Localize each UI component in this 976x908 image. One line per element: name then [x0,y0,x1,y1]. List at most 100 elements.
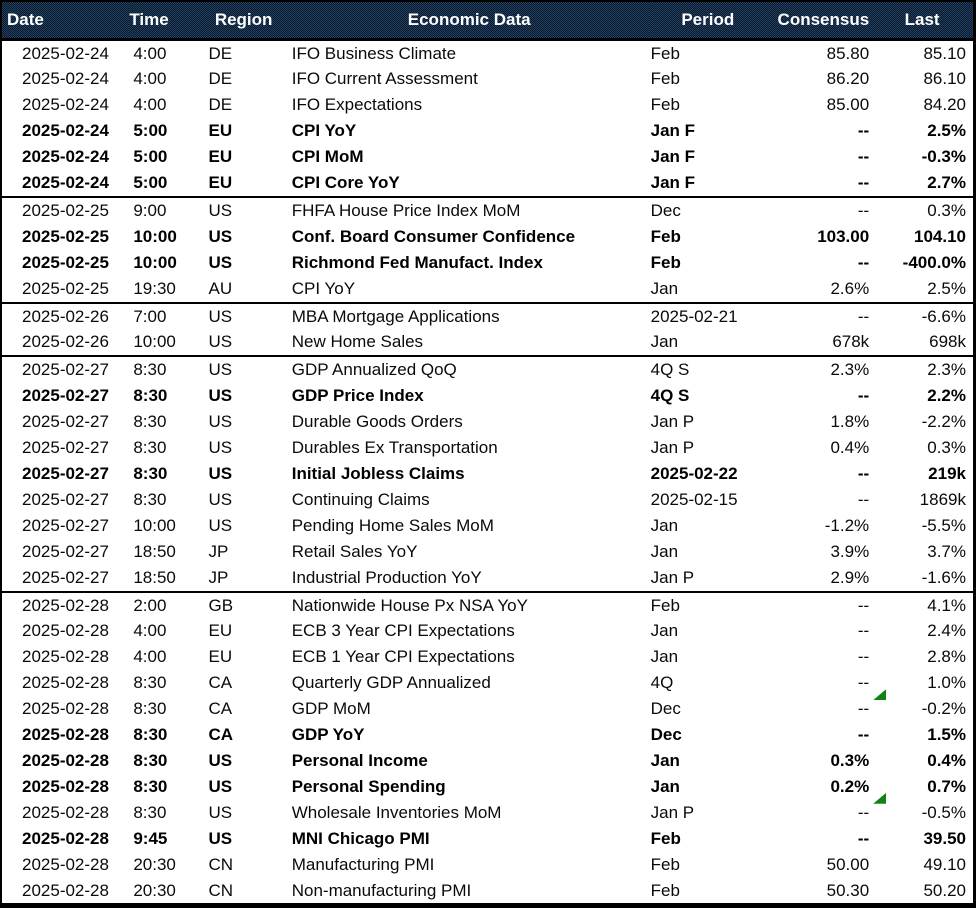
consensus-cell: -- [767,670,871,696]
consensus-cell: 0.4% [767,435,871,461]
column-header-last[interactable]: Last [871,1,975,41]
event-cell: ECB 1 Year CPI Expectations [291,647,515,667]
event-cell: ECB 3 Year CPI Expectations [291,621,515,641]
event-cell: Durable Goods Orders [291,412,463,432]
table-row[interactable]: 2025-02-27 8:30 US Continuing Claims 2025-02… [1,487,975,513]
table-row[interactable]: 2025-02-24 5:00 EU CPI YoY Jan F -- 2.5% [1,118,975,144]
consensus-value: -- [857,489,870,509]
region-cell: GB [207,590,290,619]
last-cell: 1.5% [927,725,966,745]
table-row[interactable]: 2025-02-26 10:00 US New Home Sales Jan 678k 69… [1,329,975,356]
last-cell: 2.7% [927,173,966,193]
table-row[interactable]: 2025-02-28 8:30 US Personal Spending Jan 0.2%… [1,774,975,800]
time-cell: 8:30 [133,489,167,509]
last-cell: -2.2% [921,412,966,432]
period-cell: Jan [650,776,680,796]
column-header-period[interactable]: Period [648,1,767,41]
last-cell: 219k [928,464,966,483]
table-row[interactable]: 2025-02-28 2:00 GB Nationwide House Px NSA … [1,590,975,619]
table-row[interactable]: 2025-02-27 8:30 US Durable Goods Orders Jan … [1,409,975,435]
date-cell: 2025-02-24 [22,121,109,141]
last-cell: 2.4% [927,621,966,641]
consensus-cell: -- [767,644,871,670]
table-row[interactable]: 2025-02-24 4:00 DE IFO Current Assessment Fe… [1,66,975,92]
table-row[interactable]: 2025-02-27 8:30 US Initial Jobless Claims 20… [1,461,975,487]
date-cell: 2025-02-27 [22,386,109,406]
table-row[interactable]: 2025-02-28 4:00 EU ECB 3 Year CPI Expectati… [1,618,975,644]
consensus-value: 103.00 [817,226,870,246]
table-row[interactable]: 2025-02-28 20:30 CN Non-manufacturing PMI Fe… [1,878,975,906]
consensus-cell: 0.3% [767,748,871,774]
column-header-time[interactable]: Time [129,1,208,41]
date-cell: 2025-02-27 [22,567,109,587]
consensus-value: 678k [832,332,870,352]
column-header-region[interactable]: Region [207,1,290,41]
last-cell: -400.0% [902,252,966,272]
date-cell: 2025-02-28 [22,699,109,719]
table-row[interactable]: 2025-02-25 9:00 US FHFA House Price Index M… [1,195,975,224]
time-cell: 9:45 [133,828,168,848]
column-header-date[interactable]: Date [1,1,130,41]
table-row[interactable]: 2025-02-28 4:00 EU ECB 1 Year CPI Expectati… [1,644,975,670]
time-cell: 20:30 [133,854,176,874]
event-cell: Pending Home Sales MoM [291,515,494,535]
table-row[interactable]: 2025-02-27 8:30 US GDP Price Index 4Q S -- 2.2… [1,383,975,409]
table-row[interactable]: 2025-02-27 18:50 JP Retail Sales YoY Jan 3.9%… [1,539,975,565]
table-row[interactable]: 2025-02-28 8:30 US Wholesale Inventories Mo… [1,792,975,826]
region-cell: US [208,252,233,272]
period-cell: Jan F [650,147,696,167]
table-row[interactable]: 2025-02-24 4:00 DE IFO Expectations Feb 85.00… [1,92,975,118]
consensus-value: 50.30 [826,880,870,900]
consensus-value: 3.9% [830,541,870,561]
date-cell: 2025-02-27 [22,541,109,561]
column-header-event[interactable]: Economic Data [289,1,649,41]
column-header-consensus[interactable]: Consensus [766,1,872,41]
period-cell: Jan [650,515,679,535]
time-cell: 8:30 [133,464,168,483]
table-row[interactable]: 2025-02-26 7:00 US MBA Mortgage Application… [1,301,975,330]
table-row[interactable]: 2025-02-28 9:45 US MNI Chicago PMI Feb -- 39.5… [1,826,975,852]
period-cell: Jan P [650,412,695,432]
time-cell: 4:00 [133,647,167,667]
time-cell: 4:00 [129,37,208,67]
event-cell: Industrial Production YoY [291,567,482,587]
table-row[interactable]: 2025-02-24 5:00 EU CPI Core YoY Jan F -- 2.7% [1,170,975,197]
table-row[interactable]: 2025-02-27 10:00 US Pending Home Sales MoM J… [1,513,975,539]
table-row[interactable]: 2025-02-24 5:00 EU CPI MoM Jan F -- -0.3% [1,144,975,170]
last-cell: 84.20 [923,95,966,115]
table-row[interactable]: 2025-02-28 8:30 US Personal Income Jan 0.3% 0.… [1,748,975,774]
date-cell: 2025-02-28 [22,880,109,900]
event-cell: Continuing Claims [291,489,430,509]
period-cell: Jan [650,332,679,352]
region-cell: US [208,776,233,796]
table-row[interactable]: 2025-02-27 8:30 US GDP Annualized QoQ 4Q S 2.… [1,355,975,384]
table-row[interactable]: 2025-02-25 19:30 AU CPI YoY Jan 2.6% 2.5% [1,276,975,303]
consensus-cell: -- [767,722,871,748]
table-row[interactable]: 2025-02-27 8:30 US Durables Ex Transportati… [1,435,975,461]
time-cell: 19:30 [133,278,176,298]
consensus-cell: 0.2% [767,774,871,800]
table-row[interactable]: 2025-02-27 18:50 JP Industrial Production Y… [1,565,975,592]
table-row[interactable]: 2025-02-28 8:30 CA GDP YoY Dec -- 1.5% [1,722,975,748]
date-cell: 2025-02-27 [22,515,109,535]
table-body: 2025-02-24 4:00 DE IFO Business Climate Feb 8… [1,37,975,906]
consensus-value: 85.80 [826,43,870,63]
last-cell: 2.3% [871,355,975,384]
event-cell: CPI MoM [291,147,364,167]
region-cell: US [208,464,233,483]
table-row[interactable]: 2025-02-24 4:00 DE IFO Business Climate Feb 8… [1,37,975,67]
date-cell: 2025-02-28 [22,621,109,641]
region-cell: US [208,226,233,246]
table-row[interactable]: 2025-02-28 8:30 CA Quarterly GDP Annualized… [1,670,975,696]
date-cell: 2025-02-28 [1,590,130,619]
time-cell: 8:30 [133,776,168,796]
table-row[interactable]: 2025-02-25 10:00 US Conf. Board Consumer Co… [1,224,975,250]
table-row[interactable]: 2025-02-28 8:30 CA GDP MoM Dec -- -0.2% [1,689,975,722]
consensus-cell: 50.00 [767,852,871,878]
table-row[interactable]: 2025-02-28 20:30 CN Manufacturing PMI Feb 50.… [1,852,975,878]
consensus-value: -- [857,386,870,406]
time-cell: 10:00 [133,332,176,352]
time-cell: 8:30 [133,699,167,719]
event-cell: CPI YoY [291,121,357,141]
table-row[interactable]: 2025-02-25 10:00 US Richmond Fed Manufact. … [1,250,975,276]
